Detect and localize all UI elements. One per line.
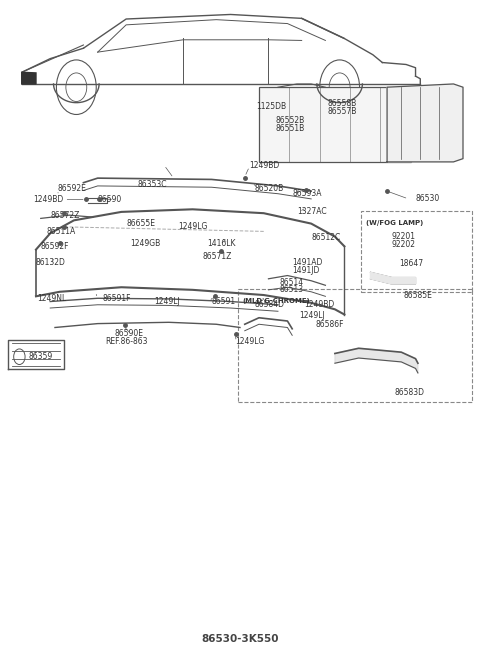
Text: 86593A: 86593A (292, 189, 322, 198)
Bar (238, 289, 472, 402)
Text: 86586F: 86586F (316, 320, 345, 329)
Text: 86591: 86591 (212, 297, 236, 306)
Text: 86590E: 86590E (114, 329, 143, 339)
Polygon shape (22, 72, 36, 84)
Text: REF.86-863: REF.86-863 (105, 337, 147, 346)
Text: 86512C: 86512C (311, 233, 340, 242)
Text: 18647: 18647 (399, 259, 423, 269)
Text: 86511A: 86511A (47, 227, 76, 236)
Text: 86530-3K550: 86530-3K550 (201, 635, 279, 645)
Text: 86359: 86359 (29, 352, 53, 360)
Text: 86592F: 86592F (41, 242, 69, 251)
Text: 86353C: 86353C (138, 180, 168, 189)
Text: 86513: 86513 (279, 286, 303, 294)
Text: 1249GB: 1249GB (130, 238, 160, 248)
Text: 86558B: 86558B (328, 99, 357, 108)
Text: 86590: 86590 (97, 195, 122, 204)
Text: 1249LG: 1249LG (179, 222, 208, 231)
Text: (MLD'G-CHROME): (MLD'G-CHROME) (242, 298, 310, 305)
FancyBboxPatch shape (259, 87, 411, 162)
Text: 86591F: 86591F (102, 294, 131, 303)
Text: 86572Z: 86572Z (50, 212, 80, 220)
Text: 86132D: 86132D (35, 258, 65, 267)
Polygon shape (387, 84, 463, 162)
Polygon shape (335, 348, 418, 373)
Bar (361, 211, 472, 291)
Polygon shape (371, 272, 416, 284)
Text: 1491JD: 1491JD (292, 266, 320, 275)
Text: 1249BD: 1249BD (250, 160, 280, 170)
Text: 1249LJ: 1249LJ (300, 311, 325, 320)
Text: 92201: 92201 (392, 232, 416, 241)
Text: 92202: 92202 (392, 240, 416, 249)
Text: 1249BD: 1249BD (34, 195, 64, 204)
Text: 86592E: 86592E (57, 184, 86, 193)
Text: 86584D: 86584D (254, 300, 284, 309)
Text: 86514: 86514 (279, 278, 303, 286)
Text: 86530: 86530 (416, 195, 440, 204)
Text: 1416LK: 1416LK (207, 238, 235, 248)
Text: 1249NL: 1249NL (37, 294, 66, 303)
Text: (W/FOG LAMP): (W/FOG LAMP) (366, 220, 423, 227)
Text: 86552B: 86552B (276, 117, 305, 126)
Text: 1327AC: 1327AC (297, 208, 326, 216)
Text: 86551B: 86551B (276, 124, 305, 133)
Text: 86585E: 86585E (404, 291, 432, 299)
Text: 1249BD: 1249BD (304, 299, 334, 309)
Text: 1125DB: 1125DB (257, 102, 287, 111)
Text: 1249LJ: 1249LJ (155, 297, 180, 306)
Text: 1249LG: 1249LG (235, 337, 264, 346)
Text: 86557B: 86557B (328, 107, 357, 117)
Text: 86520B: 86520B (254, 184, 284, 193)
Text: 86571Z: 86571Z (202, 252, 231, 261)
Text: 86583D: 86583D (394, 388, 424, 397)
Text: 86655E: 86655E (126, 219, 155, 228)
Text: 1491AD: 1491AD (292, 258, 323, 267)
